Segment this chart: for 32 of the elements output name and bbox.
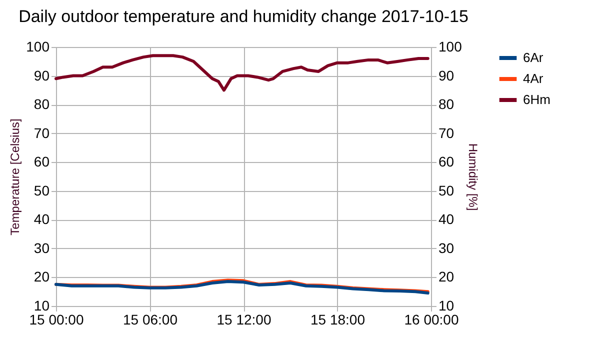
y-tick-label: 10 xyxy=(34,298,50,314)
x-tick-label: 15 12:00 xyxy=(216,312,272,328)
legend-label: 6Ar xyxy=(523,50,544,65)
y2-tick-label: 40 xyxy=(438,211,454,228)
y-tick-label: 70 xyxy=(34,124,50,141)
x-tick-label: 16 00:00 xyxy=(404,312,459,328)
y2-tick-label: 90 xyxy=(438,67,454,84)
y2-tick-label: 70 xyxy=(438,124,454,141)
y2-tick-label: 20 xyxy=(438,268,454,285)
y-tick-label: 60 xyxy=(34,154,50,170)
y2-tick-label: 30 xyxy=(438,240,454,256)
y-tick-label: 30 xyxy=(34,240,50,256)
x-tick-label: 15 00:00 xyxy=(29,312,84,328)
y-tick-label: 50 xyxy=(34,182,50,198)
y-tick-label: 100 xyxy=(26,38,50,54)
y-tick-label: 80 xyxy=(34,96,50,112)
y-tick-label: 20 xyxy=(34,268,50,285)
line-series xyxy=(54,54,430,92)
y2-tick-label: 50 xyxy=(438,182,454,198)
y2-axis-title: Humidity [%] xyxy=(466,143,480,211)
chart-title: Daily outdoor temperature and humidity change 2017-10-15 xyxy=(18,7,468,26)
y2-tick-label: 10 xyxy=(438,298,454,314)
y-tick-label: 90 xyxy=(34,67,50,84)
legend-label: 6Hm xyxy=(523,92,550,107)
x-tick-label: 15 18:00 xyxy=(310,312,366,328)
x-tick-label: 15 06:00 xyxy=(123,312,178,328)
y-axis-title: Temperature [Celsius] xyxy=(8,118,22,236)
y-tick-label: 40 xyxy=(34,211,50,228)
legend-label: 4Ar xyxy=(523,71,544,86)
y2-tick-label: 80 xyxy=(438,96,454,112)
y2-tick-label: 60 xyxy=(438,154,454,170)
y2-tick-label: 100 xyxy=(438,38,462,54)
